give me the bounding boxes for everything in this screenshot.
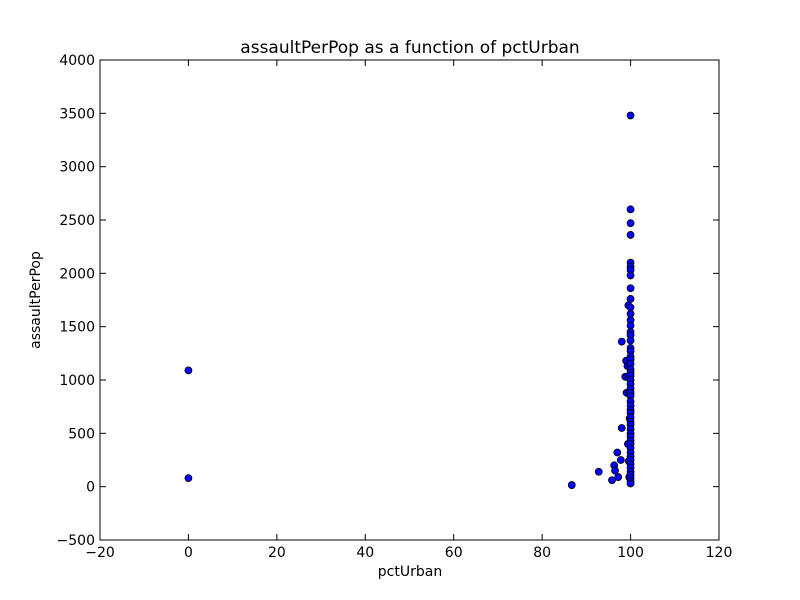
- y-tick-label: 3000: [59, 160, 95, 176]
- data-point: [626, 111, 635, 120]
- data-point: [614, 473, 623, 481]
- x-tick-label: 20: [268, 545, 286, 561]
- data-point: [626, 219, 635, 228]
- data-point: [613, 448, 622, 457]
- data-point: [184, 474, 193, 483]
- data-point: [626, 321, 635, 330]
- x-tick-label: 80: [533, 545, 551, 561]
- chart-title: assaultPerPop as a function of pctUrban: [240, 38, 579, 58]
- y-tick-label: −500: [57, 533, 95, 549]
- x-tick-label: 100: [617, 545, 644, 561]
- y-axis-title: assaultPerPop: [28, 251, 44, 349]
- y-tick-label: 2000: [59, 266, 95, 282]
- data-point: [626, 284, 635, 293]
- y-tick-label: 500: [68, 426, 95, 442]
- x-axis-title: pctUrban: [378, 564, 442, 580]
- x-tick-label: 60: [445, 545, 463, 561]
- data-point: [626, 295, 635, 303]
- x-tick-label: 0: [184, 545, 193, 561]
- data-point: [626, 231, 635, 239]
- y-tick-label: 4000: [59, 53, 95, 69]
- y-tick-label: 1000: [59, 373, 95, 389]
- y-tick-label: 3500: [59, 106, 95, 122]
- data-point: [594, 467, 603, 476]
- x-tick-label: −20: [85, 545, 115, 561]
- data-point: [617, 424, 626, 432]
- data-point: [626, 336, 635, 345]
- data-point: [567, 481, 576, 489]
- y-tick-label: 0: [86, 480, 95, 496]
- data-point: [184, 366, 193, 375]
- data-point: [626, 205, 635, 214]
- data-point: [626, 271, 635, 280]
- plot-frame: [99, 59, 720, 541]
- data-point: [626, 309, 635, 318]
- data-point: [616, 456, 625, 464]
- data-point: [611, 466, 619, 475]
- data-point: [626, 303, 635, 312]
- ticks-layer: [99, 59, 720, 541]
- y-tick-label: 1500: [59, 320, 95, 336]
- data-point: [617, 337, 626, 346]
- y-tick-label: 2500: [59, 213, 95, 229]
- x-tick-label: 120: [706, 545, 733, 561]
- points-layer: [184, 111, 635, 489]
- tick-labels-layer: −20 0 20 40 60 80 100 120 −500 0 500 1000 1500 2000 25…: [57, 53, 733, 561]
- data-point: [626, 479, 635, 488]
- x-tick-label: 40: [356, 545, 374, 561]
- data-point: [608, 476, 616, 485]
